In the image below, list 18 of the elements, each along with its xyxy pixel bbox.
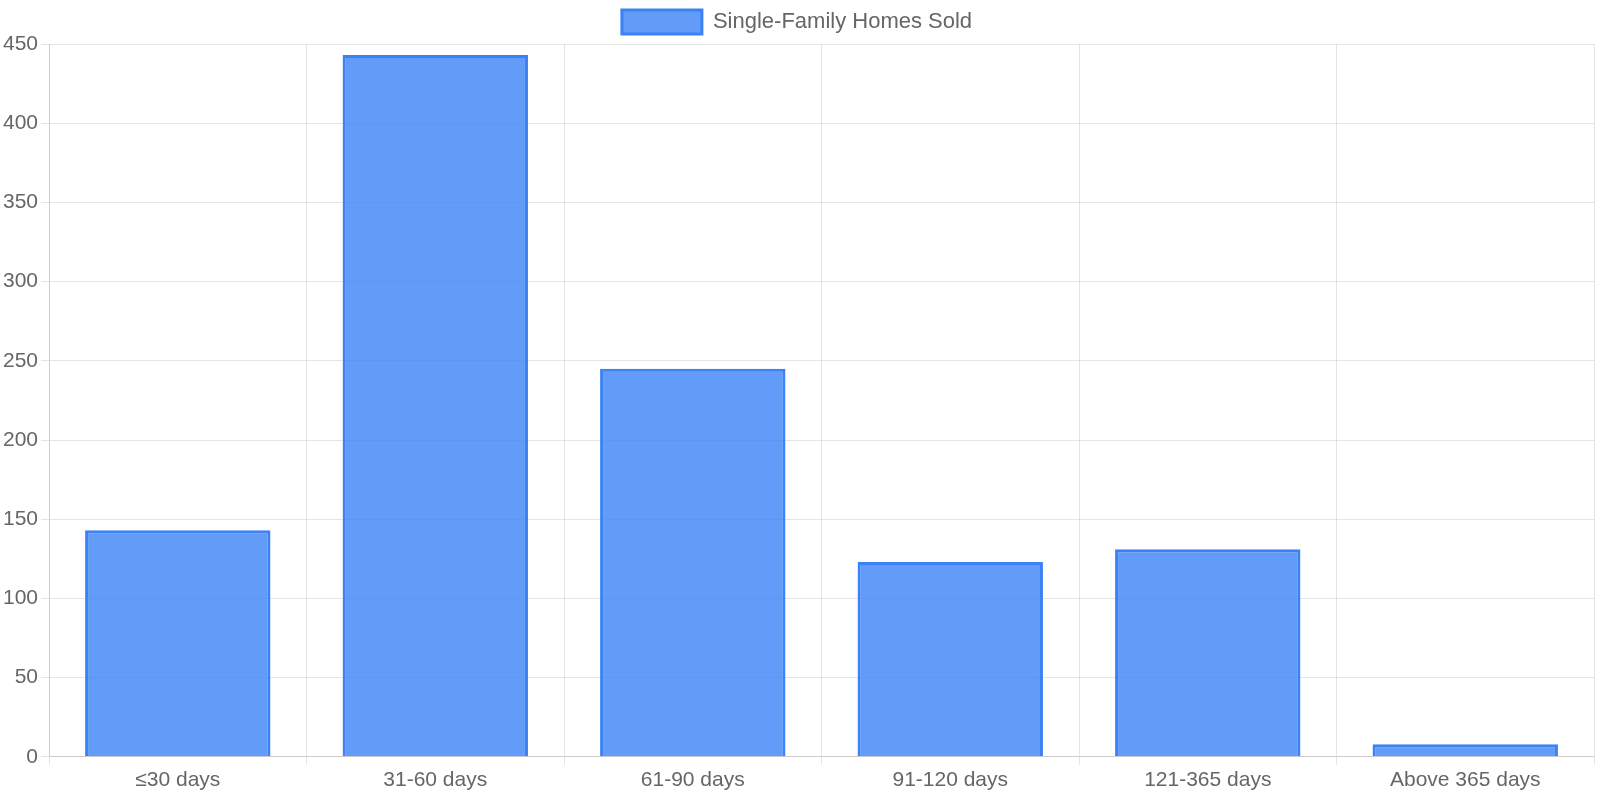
x-tick-label: 91-120 days bbox=[892, 767, 1009, 791]
y-tick-label: 350 bbox=[2, 189, 39, 213]
bar bbox=[1372, 744, 1558, 757]
y-tick-label: 400 bbox=[2, 110, 39, 133]
y-tick-label: 150 bbox=[2, 506, 39, 529]
x-tick-label: ≤30 days bbox=[135, 767, 221, 791]
y-tick-label: 0 bbox=[26, 743, 39, 767]
legend-label: Single-Family Homes Sold bbox=[712, 8, 973, 34]
x-tick-label: Above 365 days bbox=[1389, 767, 1541, 791]
y-tick-label: 250 bbox=[2, 347, 39, 371]
y-tick-label: 300 bbox=[2, 268, 39, 292]
y-tick-label: 50 bbox=[14, 664, 39, 688]
x-tick-label: 31-60 days bbox=[383, 767, 488, 791]
x-tick-label: 121-365 days bbox=[1144, 767, 1272, 791]
x-tick-label: 61-90 days bbox=[640, 767, 745, 791]
y-tick-label: 450 bbox=[2, 30, 39, 54]
y-tick-label: 100 bbox=[2, 585, 39, 609]
y-tick-label: 200 bbox=[2, 426, 39, 450]
